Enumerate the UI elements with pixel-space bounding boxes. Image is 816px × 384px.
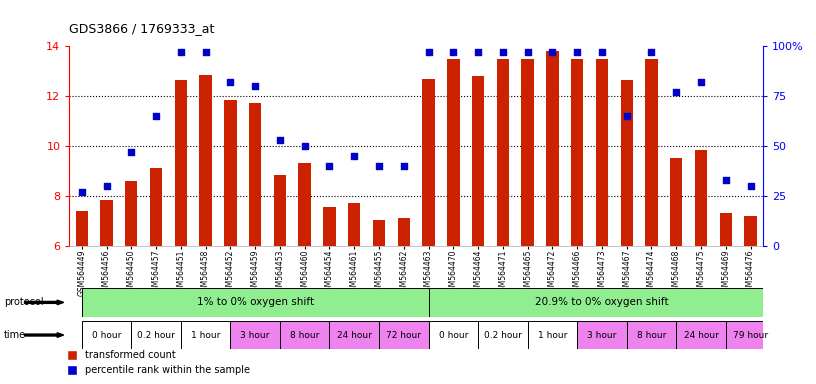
Point (149, 113, 162, 119)
Point (496, 49, 509, 55)
Point (546, 49, 559, 55)
Bar (645, 58, 658, 246)
Bar (571, 58, 583, 246)
Bar (546, 51, 559, 246)
Bar (181, 321, 230, 349)
Bar (472, 76, 484, 246)
Text: 24 hour: 24 hour (337, 331, 371, 339)
Bar (478, 321, 528, 349)
Bar (76, 211, 88, 246)
Point (447, 49, 460, 55)
Point (100, 183, 113, 189)
Point (521, 49, 534, 55)
Bar (373, 220, 385, 246)
Bar (528, 321, 577, 349)
Bar (100, 200, 113, 246)
Point (75, 189, 88, 195)
Bar (670, 158, 682, 246)
Text: protocol: protocol (4, 297, 44, 308)
Text: 0.2 hour: 0.2 hour (484, 331, 521, 339)
Bar (627, 321, 676, 349)
Bar (125, 181, 137, 246)
Point (298, 143, 311, 149)
Text: 79 hour: 79 hour (733, 331, 768, 339)
Bar (720, 214, 732, 246)
Bar (379, 321, 428, 349)
Bar (199, 75, 212, 246)
Text: 3 hour: 3 hour (241, 331, 270, 339)
Bar (676, 321, 725, 349)
Bar (299, 164, 311, 246)
Bar (348, 204, 361, 246)
Text: 0.2 hour: 0.2 hour (137, 331, 175, 339)
Point (273, 137, 286, 143)
Bar (280, 321, 330, 349)
Point (472, 49, 485, 55)
Text: 24 hour: 24 hour (684, 331, 718, 339)
Bar (323, 207, 335, 246)
Bar (82, 288, 428, 317)
Point (694, 79, 707, 85)
Point (175, 49, 188, 55)
Bar (131, 321, 181, 349)
Text: 3 hour: 3 hour (588, 331, 617, 339)
Bar (175, 80, 187, 246)
Bar (230, 321, 280, 349)
Bar (447, 58, 459, 246)
Text: GDS3866 / 1769333_at: GDS3866 / 1769333_at (69, 22, 215, 35)
Bar (620, 80, 633, 246)
Bar (428, 288, 775, 317)
Text: 0 hour: 0 hour (92, 331, 122, 339)
Point (224, 79, 237, 85)
Text: 72 hour: 72 hour (386, 331, 421, 339)
Point (596, 49, 609, 55)
Bar (428, 321, 478, 349)
Legend: transformed count, percentile rank within the sample: transformed count, percentile rank withi… (62, 346, 255, 379)
Point (719, 177, 732, 183)
Bar (744, 216, 756, 246)
Point (249, 83, 262, 89)
Bar (249, 104, 261, 246)
Text: time: time (4, 330, 26, 340)
Point (199, 49, 212, 55)
Point (125, 149, 138, 155)
Bar (695, 150, 707, 246)
Text: 20.9% to 0% oxygen shift: 20.9% to 0% oxygen shift (535, 297, 669, 308)
Text: 8 hour: 8 hour (290, 331, 319, 339)
Text: 8 hour: 8 hour (636, 331, 666, 339)
Point (323, 163, 336, 169)
Bar (397, 218, 410, 246)
Point (348, 153, 361, 159)
Bar (497, 58, 509, 246)
Bar (330, 321, 379, 349)
Bar (577, 321, 627, 349)
Text: 1% to 0% oxygen shift: 1% to 0% oxygen shift (197, 297, 313, 308)
Bar (725, 321, 775, 349)
Text: 1 hour: 1 hour (538, 331, 567, 339)
Bar (82, 321, 131, 349)
Point (670, 89, 683, 95)
Point (570, 49, 583, 55)
Text: 0 hour: 0 hour (439, 331, 468, 339)
Point (645, 49, 658, 55)
Bar (423, 79, 435, 246)
Text: 1 hour: 1 hour (191, 331, 220, 339)
Bar (224, 100, 237, 246)
Point (372, 163, 385, 169)
Bar (521, 58, 534, 246)
Point (397, 163, 410, 169)
Bar (150, 169, 162, 246)
Bar (273, 175, 286, 246)
Point (422, 49, 435, 55)
Bar (596, 58, 608, 246)
Point (620, 113, 633, 119)
Point (744, 183, 757, 189)
